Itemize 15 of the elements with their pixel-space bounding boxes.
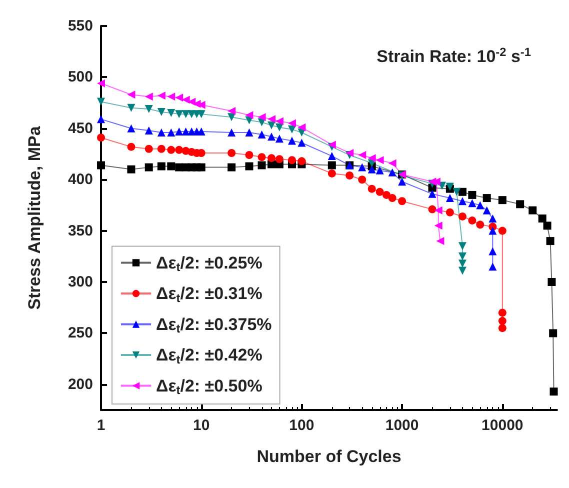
y-tick-label: 250 [68, 324, 93, 342]
x-tick-label: 100 [289, 417, 314, 434]
y-tick-label: 300 [68, 274, 93, 290]
y-tick-label: 550 [68, 18, 93, 34]
y-tick-label: 500 [68, 68, 93, 86]
x-tick-label: 1000 [385, 417, 419, 434]
x-axis-title: Number of Cycles [256, 447, 402, 466]
x-tick-label: 10 [193, 417, 210, 434]
y-tick-label: 450 [68, 120, 93, 137]
x-tick-label: 10000 [482, 417, 524, 434]
y-tick-label: 200 [68, 376, 93, 393]
x-tick-label: 1 [96, 417, 106, 434]
y-axis-title: Stress Amplitude, MPa [25, 126, 44, 310]
y-tick-label: 400 [68, 171, 93, 188]
y-tick-label: 350 [68, 222, 93, 240]
